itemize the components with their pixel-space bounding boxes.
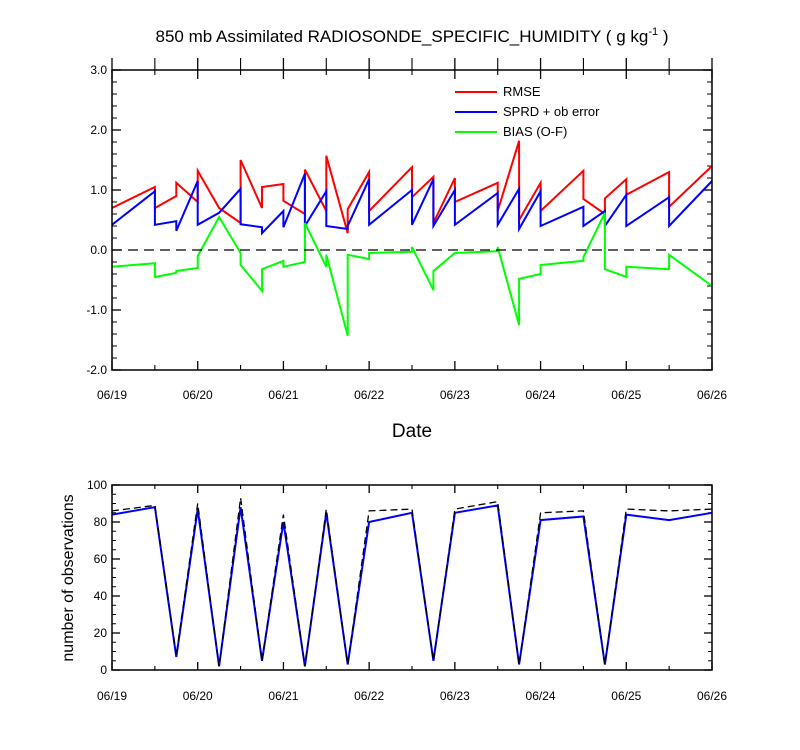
- legend: RMSE SPRD + ob error BIAS (O-F): [455, 84, 600, 139]
- x-tick-label: 06/21: [268, 689, 298, 703]
- y-tick-label: 3.0: [90, 63, 107, 77]
- x-tick-label: 06/22: [354, 689, 384, 703]
- y-tick-label: 1.0: [90, 183, 107, 197]
- y-tick-label: -1.0: [86, 303, 107, 317]
- y-tick-label: 100: [87, 478, 107, 492]
- series-line-observations-possible: [111, 497, 713, 667]
- bottom-series-lines: [111, 497, 713, 667]
- bottom-y-tick-labels: 0 20 40 60 80 100: [87, 478, 107, 677]
- y-tick-label: 80: [94, 515, 108, 529]
- top-y-tick-labels: -2.0 -1.0 0.0 1.0 2.0 3.0: [86, 63, 107, 377]
- y-tick-label: -2.0: [86, 363, 107, 377]
- legend-label: BIAS (O-F): [503, 124, 567, 139]
- x-tick-label: 06/19: [97, 388, 127, 402]
- x-tick-label: 06/25: [611, 689, 641, 703]
- y-tick-label: 40: [94, 589, 108, 603]
- y-axis-label: number of observations: [60, 494, 77, 661]
- x-tick-label: 06/22: [354, 388, 384, 402]
- legend-label: SPRD + ob error: [503, 104, 600, 119]
- x-tick-label: 06/26: [697, 388, 727, 402]
- x-tick-label: 06/20: [183, 689, 213, 703]
- x-axis-label: Date: [392, 421, 432, 442]
- top-plot-frame: [111, 69, 713, 371]
- y-tick-label: 0: [100, 663, 107, 677]
- top-chart: 850 mb Assimilated RADIOSONDE_SPECIFIC_H…: [86, 26, 727, 442]
- series-line-observations-used: [111, 504, 713, 667]
- x-tick-label: 06/25: [611, 388, 641, 402]
- top-series-lines: [111, 140, 713, 337]
- bottom-x-tick-labels: 06/19 06/20 06/21 06/22 06/23 06/24 06/25 06/26: [97, 689, 727, 703]
- x-tick-label: 06/24: [526, 388, 556, 402]
- x-tick-label: 06/24: [526, 689, 556, 703]
- y-tick-label: 0.0: [90, 243, 107, 257]
- y-tick-label: 20: [94, 626, 108, 640]
- chart-title: 850 mb Assimilated RADIOSONDE_SPECIFIC_H…: [156, 26, 669, 46]
- series-line-bias-o-f: [111, 212, 713, 337]
- series-line-sprd-ob-error: [111, 173, 713, 236]
- x-tick-label: 06/20: [183, 388, 213, 402]
- x-tick-label: 06/23: [440, 689, 470, 703]
- x-tick-label: 06/21: [268, 388, 298, 402]
- y-tick-label: 2.0: [90, 123, 107, 137]
- x-tick-label: 06/26: [697, 689, 727, 703]
- x-tick-label: 06/23: [440, 388, 470, 402]
- legend-label: RMSE: [503, 84, 541, 99]
- y-tick-label: 60: [94, 552, 108, 566]
- x-tick-label: 06/19: [97, 689, 127, 703]
- top-x-tick-labels: 06/19 06/20 06/21 06/22 06/23 06/24 06/25 06/26: [97, 388, 727, 402]
- bottom-plot-frame: [111, 484, 713, 671]
